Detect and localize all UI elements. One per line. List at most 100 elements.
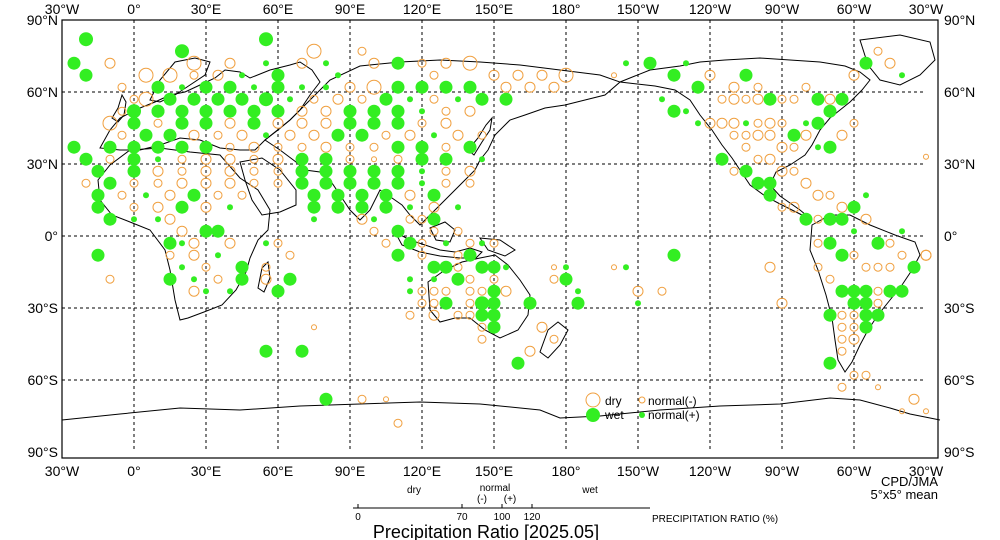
- wet-symbol: [439, 296, 453, 310]
- normal-minus-symbol: [611, 264, 617, 271]
- dry-symbol: [753, 82, 763, 92]
- wet-symbol: [739, 164, 753, 178]
- normal-minus-symbol: [875, 384, 881, 391]
- dry-symbol: [284, 129, 296, 141]
- lat-label-right: 0°: [944, 228, 957, 244]
- dry-symbol: [357, 394, 367, 404]
- normal-plus-symbol: [287, 96, 293, 103]
- dry-symbol: [741, 94, 751, 104]
- dry-symbol: [836, 129, 848, 141]
- wet-symbol: [871, 308, 885, 322]
- wet-symbol: [235, 260, 249, 274]
- africa-outline: [97, 147, 271, 321]
- wet-symbol: [151, 80, 165, 94]
- normal-plus-symbol: [659, 96, 665, 103]
- wet-symbol: [127, 116, 141, 130]
- dry-symbol: [224, 237, 236, 249]
- normal-plus-symbol: [215, 252, 221, 259]
- wet-symbol: [271, 80, 285, 94]
- dry-symbol: [837, 310, 847, 320]
- dry-symbol: [825, 274, 835, 284]
- wet-symbol: [427, 212, 441, 226]
- dry-symbol: [837, 322, 847, 332]
- dry-symbol: [249, 154, 259, 164]
- wet-symbol: [319, 392, 333, 406]
- wet-symbol: [271, 104, 285, 118]
- dry-symbol: [861, 370, 871, 380]
- lon-label-bottom: 120°E: [403, 463, 441, 479]
- dry-symbol: [417, 214, 427, 224]
- dry-symbol: [188, 285, 200, 297]
- wet-symbol: [847, 200, 861, 214]
- wet-symbol: [199, 104, 213, 118]
- normal-plus-symbol: [263, 60, 269, 67]
- wet-symbol: [763, 188, 777, 202]
- wet-symbol: [463, 140, 477, 154]
- wet-symbol: [439, 260, 453, 274]
- dry-symbol: [728, 117, 740, 129]
- legend-normal-minus-label: normal(-): [648, 394, 697, 408]
- wet-symbol: [487, 284, 501, 298]
- normal-plus-symbol: [899, 72, 905, 79]
- wet-symbol: [403, 236, 417, 250]
- dry-symbol: [813, 262, 823, 272]
- wet-symbol: [763, 176, 777, 190]
- dry-symbol: [813, 214, 823, 224]
- lon-label-top: 120°W: [689, 1, 732, 17]
- normal-plus-symbol: [407, 96, 413, 103]
- wet-symbol: [295, 176, 309, 190]
- dry-symbol: [453, 310, 463, 320]
- dry-symbol: [224, 153, 236, 165]
- wet-symbol: [835, 248, 849, 262]
- dry-symbol: [357, 46, 367, 56]
- normal-plus-symbol: [431, 276, 437, 283]
- dry-symbol: [345, 154, 355, 164]
- wet-symbol: [667, 104, 681, 118]
- dry-symbol: [885, 238, 895, 248]
- normal-minus-symbol: [923, 408, 929, 415]
- dry-symbol: [200, 165, 212, 177]
- wet-symbol: [691, 80, 705, 94]
- dry-symbol: [320, 105, 332, 117]
- wet-symbol: [367, 176, 381, 190]
- dry-symbol: [153, 178, 163, 188]
- normal-plus-symbol: [863, 192, 869, 199]
- dry-symbol: [729, 166, 739, 176]
- dry-symbol: [200, 201, 212, 213]
- dry-symbol: [272, 117, 284, 129]
- wet-symbol: [103, 140, 117, 154]
- dry-symbol: [152, 201, 164, 213]
- normal-minus-symbol: [383, 396, 389, 403]
- dry-symbol: [273, 178, 283, 188]
- wet-symbol: [799, 212, 813, 226]
- scale-plus-label: (+): [504, 494, 517, 505]
- wet-symbol: [103, 212, 117, 226]
- wet-symbol: [823, 212, 837, 226]
- wet-symbol: [823, 140, 837, 154]
- normal-plus-symbol: [131, 216, 137, 223]
- wet-symbol: [823, 236, 837, 250]
- normal-plus-symbol: [683, 60, 689, 67]
- lat-label-left: 90°S: [27, 444, 58, 460]
- legend-normal-plus-label: normal(+): [648, 408, 700, 422]
- dry-symbol: [849, 322, 859, 332]
- wet-symbol: [127, 152, 141, 166]
- dry-symbol: [440, 57, 452, 69]
- wet-symbol: [127, 140, 141, 154]
- dry-symbol: [309, 94, 319, 104]
- dry-symbol: [453, 262, 463, 272]
- wet-symbol: [259, 344, 273, 358]
- legend-normal-minus-symbol: [638, 396, 646, 404]
- wet-symbol: [787, 128, 801, 142]
- scale-tick-label: 70: [456, 512, 468, 523]
- normal-plus-symbol: [479, 156, 485, 163]
- dry-symbol: [885, 262, 895, 272]
- normal-plus-symbol: [203, 288, 209, 295]
- wet-symbol: [511, 356, 525, 370]
- wet-symbol: [715, 152, 729, 166]
- dry-symbol: [488, 69, 500, 81]
- wet-symbol: [163, 128, 177, 142]
- dry-symbol: [536, 69, 548, 81]
- wet-symbol: [739, 68, 753, 82]
- dry-symbol: [129, 94, 139, 104]
